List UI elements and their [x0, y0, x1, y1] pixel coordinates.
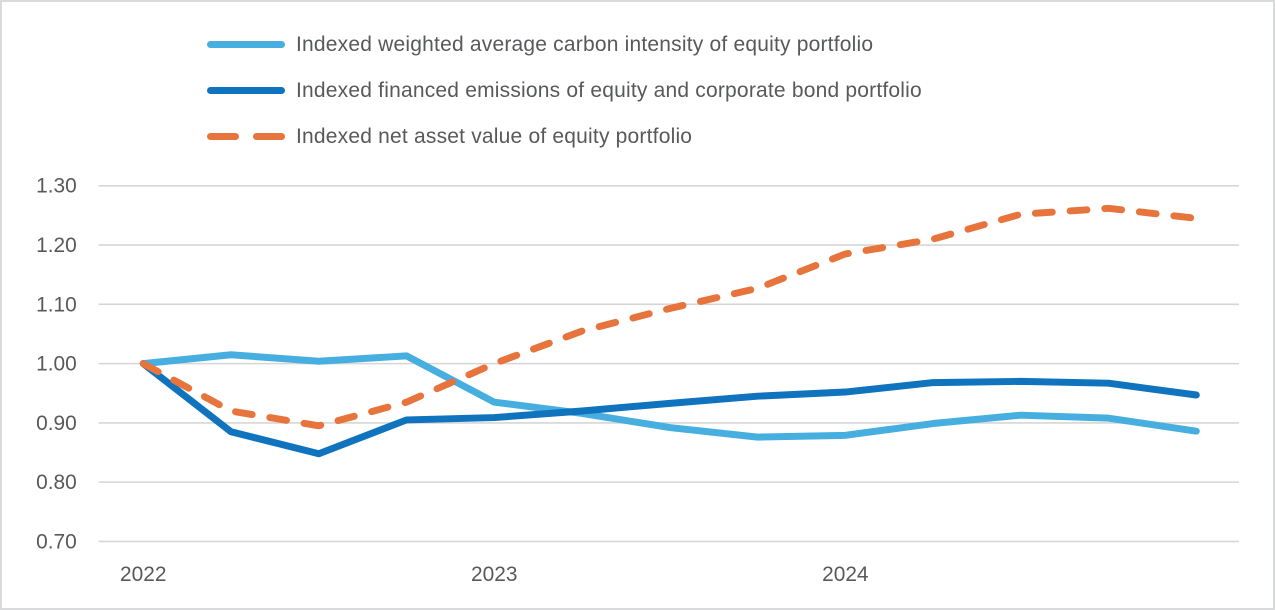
y-tick-label: 1.30 [36, 175, 77, 198]
chart-legend: Indexed weighted average carbon intensit… [207, 31, 922, 150]
legend-item-carbon-intensity: Indexed weighted average carbon intensit… [207, 31, 922, 58]
legend-label: Indexed financed emissions of equity and… [296, 78, 922, 102]
legend-swatch-solid-line-icon [207, 87, 285, 94]
series-line [139, 351, 1200, 441]
x-tick-label: 2023 [471, 563, 517, 586]
y-tick-label: 1.20 [36, 234, 77, 257]
y-tick-label: 0.90 [36, 412, 77, 435]
y-tick-label: 1.00 [36, 353, 77, 376]
x-tick-label: 2024 [822, 563, 868, 586]
y-tick-label: 1.10 [36, 293, 77, 316]
x-tick-label: 2022 [120, 563, 166, 586]
legend-label: Indexed net asset value of equity portfo… [296, 124, 693, 148]
series-line [139, 360, 1200, 458]
legend-item-financed-emissions: Indexed financed emissions of equity and… [207, 77, 922, 104]
series-line [139, 204, 1200, 430]
legend-swatch-solid-line-icon [207, 41, 285, 48]
legend-label: Indexed weighted average carbon intensit… [296, 32, 874, 56]
legend-swatch-dashed-line-icon [207, 133, 285, 140]
y-tick-label: 0.70 [36, 530, 77, 553]
legend-item-net-asset-value: Indexed net asset value of equity portfo… [207, 123, 922, 150]
y-tick-label: 0.80 [36, 471, 77, 494]
